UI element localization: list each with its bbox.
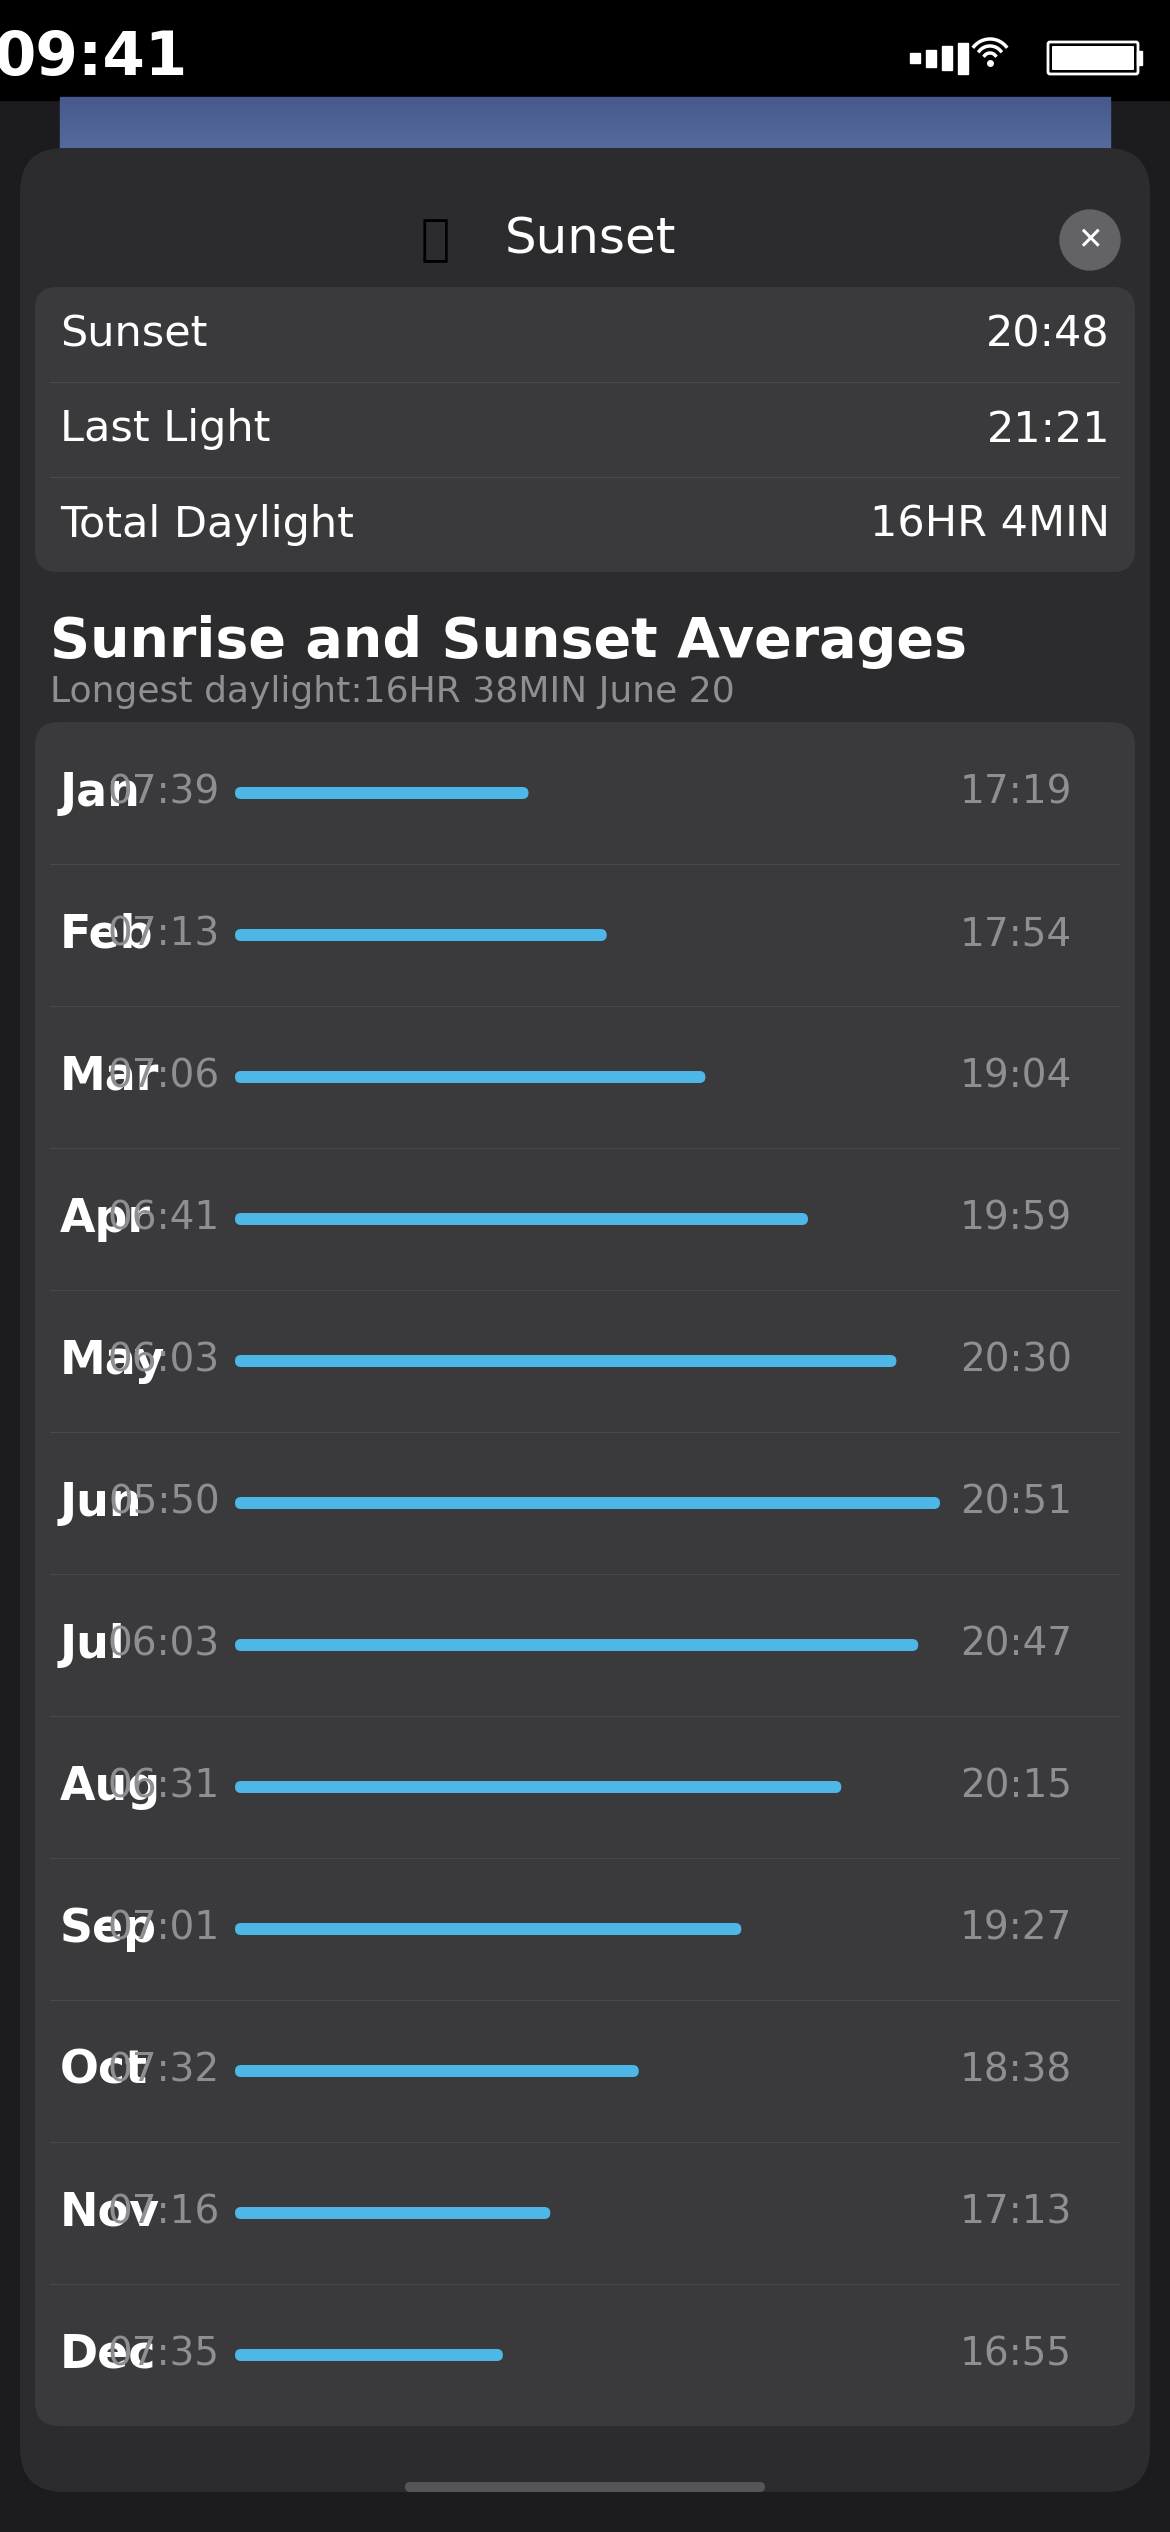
FancyBboxPatch shape <box>235 1638 918 1651</box>
Text: Sunset: Sunset <box>504 215 676 263</box>
Text: Longest daylight:16HR 38MIN June 20: Longest daylight:16HR 38MIN June 20 <box>50 676 735 709</box>
FancyBboxPatch shape <box>20 147 1150 2491</box>
Text: Jul: Jul <box>60 1623 125 1669</box>
Text: 05:50: 05:50 <box>109 1484 220 1522</box>
Text: Nov: Nov <box>60 2190 160 2236</box>
Text: Oct: Oct <box>60 2048 147 2094</box>
Text: Mar: Mar <box>60 1053 159 1099</box>
Text: 17:19: 17:19 <box>961 775 1073 813</box>
FancyBboxPatch shape <box>235 1213 808 1225</box>
Text: 07:13: 07:13 <box>108 917 220 955</box>
FancyBboxPatch shape <box>235 2350 940 2360</box>
FancyBboxPatch shape <box>235 1780 940 1793</box>
FancyBboxPatch shape <box>235 929 607 942</box>
Text: 07:16: 07:16 <box>108 2195 220 2233</box>
Text: Aug: Aug <box>60 1765 161 1810</box>
FancyBboxPatch shape <box>235 1213 940 1225</box>
FancyBboxPatch shape <box>235 2066 639 2076</box>
FancyBboxPatch shape <box>235 1355 896 1367</box>
Text: 06:41: 06:41 <box>108 1200 220 1238</box>
Text: 🌅: 🌅 <box>420 215 449 263</box>
FancyBboxPatch shape <box>1052 46 1134 71</box>
Text: 16:55: 16:55 <box>961 2337 1072 2375</box>
FancyBboxPatch shape <box>235 1496 940 1509</box>
Text: 16HR 4MIN: 16HR 4MIN <box>870 504 1110 544</box>
FancyBboxPatch shape <box>35 722 1135 2426</box>
Text: Dec: Dec <box>60 2332 157 2378</box>
Text: 07:01: 07:01 <box>108 1909 220 1947</box>
Text: 19:04: 19:04 <box>961 1058 1072 1096</box>
Text: Total Daylight: Total Daylight <box>60 504 353 544</box>
FancyBboxPatch shape <box>235 2350 503 2360</box>
Text: 20:30: 20:30 <box>961 1342 1072 1380</box>
Text: May: May <box>60 1339 165 1382</box>
Bar <box>910 53 920 63</box>
FancyBboxPatch shape <box>35 286 1135 572</box>
Text: 07:06: 07:06 <box>108 1058 220 1096</box>
FancyBboxPatch shape <box>235 787 940 800</box>
Text: 06:03: 06:03 <box>108 1342 220 1380</box>
Text: 09:41: 09:41 <box>0 28 187 89</box>
Text: 07:32: 07:32 <box>108 2051 220 2089</box>
Bar <box>958 43 968 73</box>
Text: 20:51: 20:51 <box>961 1484 1072 1522</box>
Text: 07:39: 07:39 <box>108 775 220 813</box>
Text: 06:31: 06:31 <box>108 1767 220 1805</box>
Text: Jan: Jan <box>60 770 140 815</box>
Bar <box>1137 51 1142 66</box>
FancyBboxPatch shape <box>235 1496 940 1509</box>
Bar <box>925 51 936 66</box>
FancyBboxPatch shape <box>235 1071 940 1084</box>
Text: 21:21: 21:21 <box>986 408 1110 451</box>
Text: 07:35: 07:35 <box>108 2337 220 2375</box>
FancyBboxPatch shape <box>235 1071 706 1084</box>
Text: 20:15: 20:15 <box>961 1767 1072 1805</box>
FancyBboxPatch shape <box>235 929 940 942</box>
FancyBboxPatch shape <box>235 1922 742 1934</box>
FancyBboxPatch shape <box>235 787 529 800</box>
FancyBboxPatch shape <box>235 2208 940 2218</box>
Bar <box>0 0 1170 99</box>
Text: Sunrise and Sunset Averages: Sunrise and Sunset Averages <box>50 615 966 668</box>
Text: 06:03: 06:03 <box>108 1626 220 1664</box>
Text: Jun: Jun <box>60 1481 143 1524</box>
FancyBboxPatch shape <box>235 1922 940 1934</box>
Text: 17:54: 17:54 <box>961 917 1072 955</box>
Text: 17:13: 17:13 <box>961 2195 1073 2233</box>
FancyBboxPatch shape <box>405 2481 765 2491</box>
Text: 18:38: 18:38 <box>961 2051 1072 2089</box>
Circle shape <box>1060 210 1120 271</box>
Text: 19:27: 19:27 <box>961 1909 1073 1947</box>
FancyBboxPatch shape <box>235 2208 550 2218</box>
Text: 20:48: 20:48 <box>986 314 1110 354</box>
FancyBboxPatch shape <box>235 1355 940 1367</box>
Text: 20:47: 20:47 <box>961 1626 1072 1664</box>
Text: Feb: Feb <box>60 912 153 957</box>
Text: 19:59: 19:59 <box>961 1200 1072 1238</box>
Text: Apr: Apr <box>60 1198 151 1241</box>
Text: ✕: ✕ <box>1078 225 1103 256</box>
FancyBboxPatch shape <box>235 2066 940 2076</box>
Bar <box>942 46 952 71</box>
FancyBboxPatch shape <box>235 1638 940 1651</box>
Text: Last Light: Last Light <box>60 408 270 451</box>
FancyBboxPatch shape <box>235 1780 841 1793</box>
Text: Sunset: Sunset <box>60 314 207 354</box>
Text: Sep: Sep <box>60 1907 157 1952</box>
